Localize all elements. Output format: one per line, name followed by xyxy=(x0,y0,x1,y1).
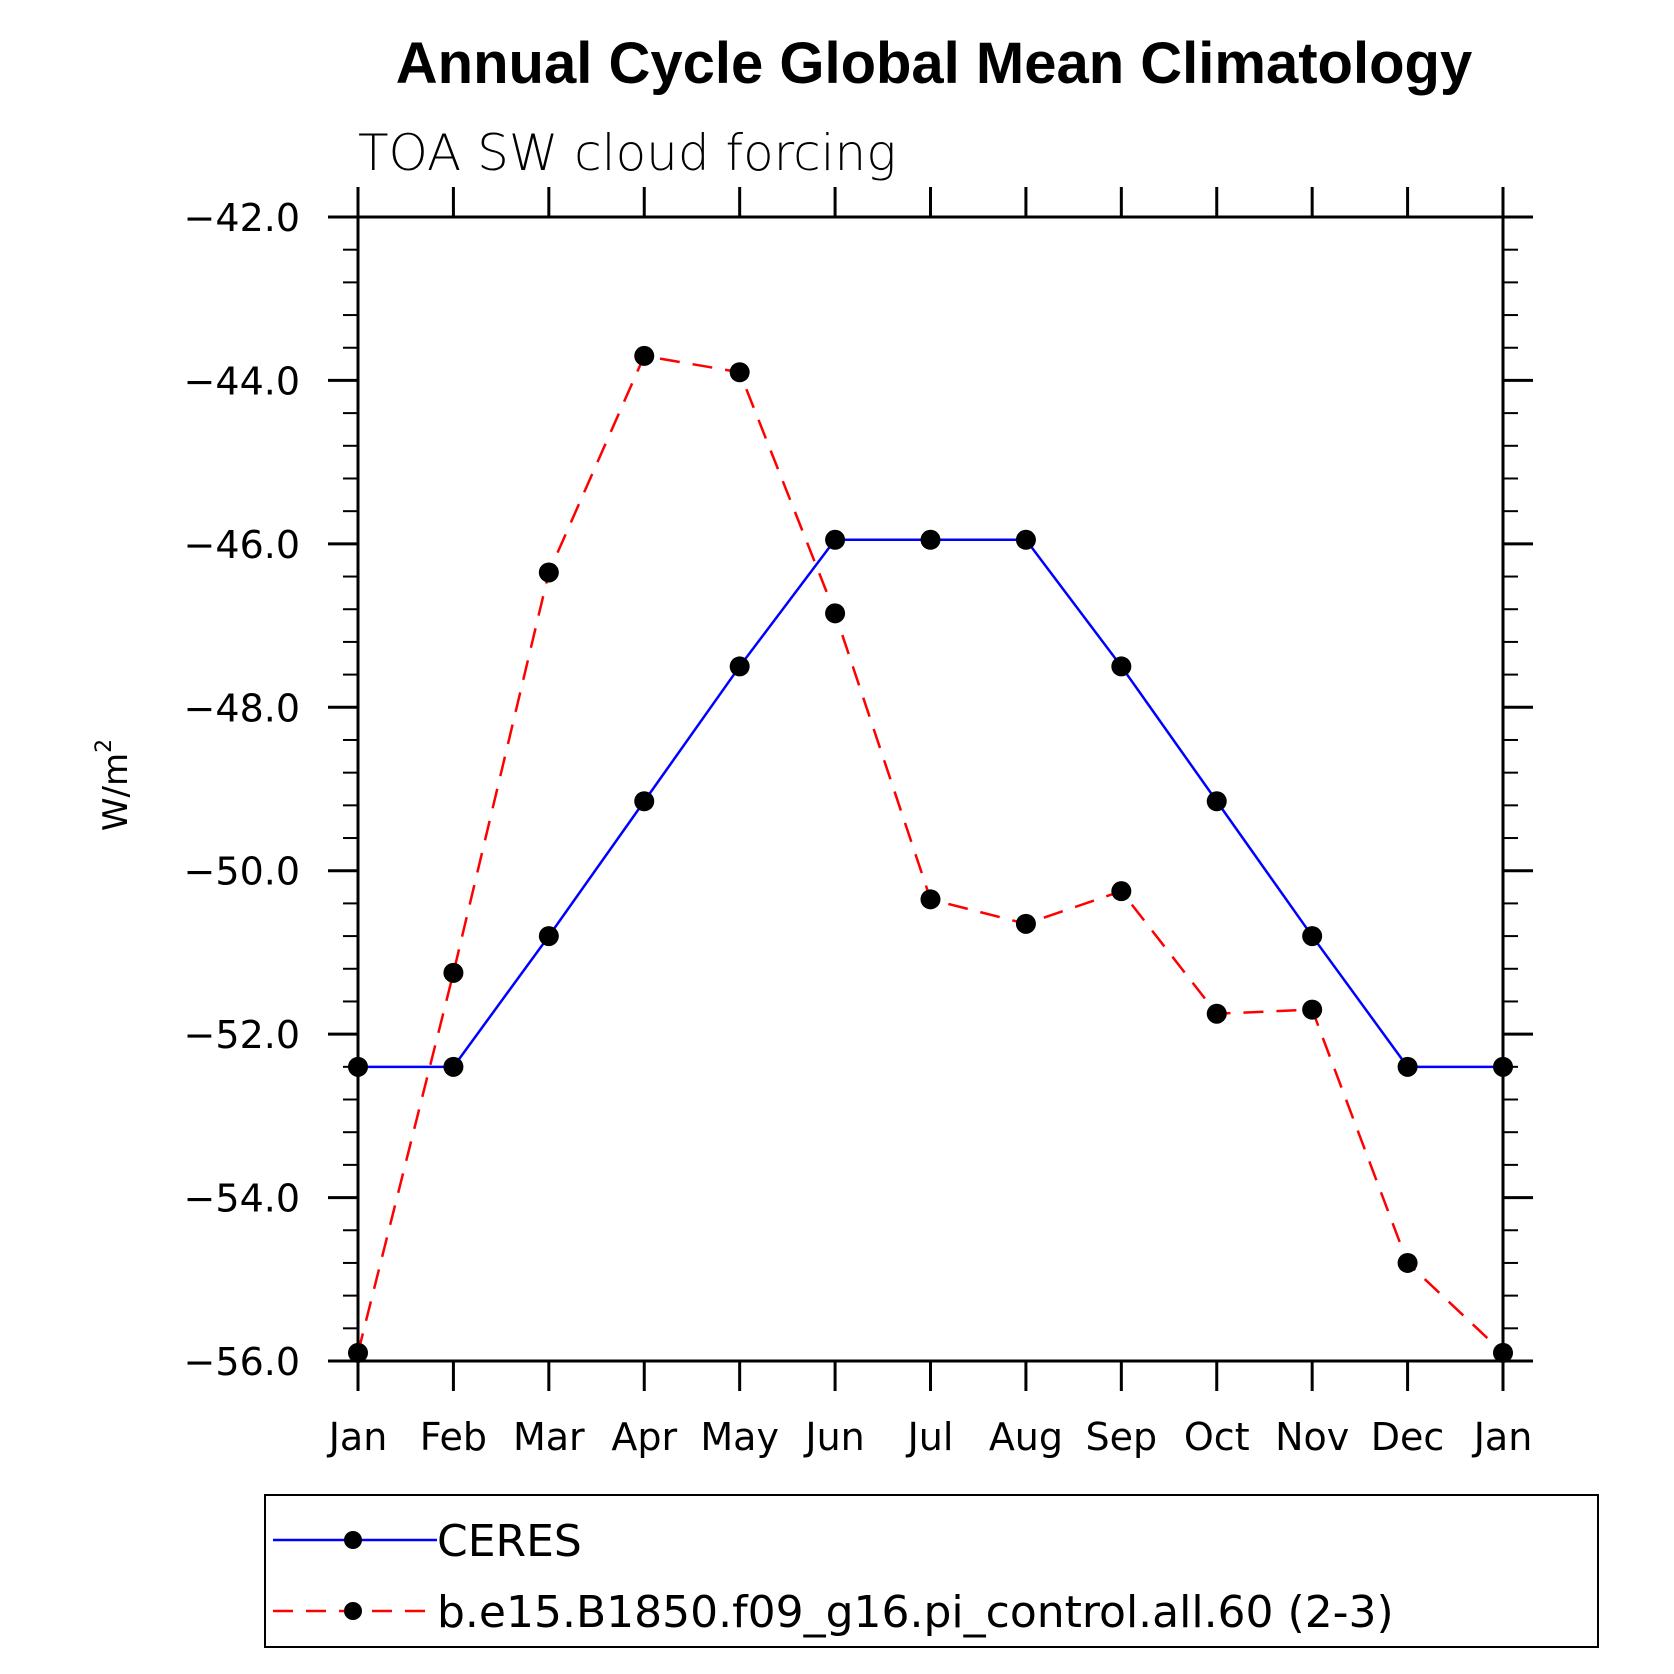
series-0-point xyxy=(1397,1056,1418,1077)
x-tick-label: Jan xyxy=(327,1415,388,1459)
series-0-point xyxy=(634,791,655,812)
series-1-point xyxy=(920,889,941,910)
x-tick-label: Jun xyxy=(803,1415,864,1459)
x-tick-label: Mar xyxy=(513,1415,585,1459)
x-tick-label: Dec xyxy=(1371,1415,1445,1459)
chart-title: Annual Cycle Global Mean Climatology xyxy=(396,31,1472,96)
x-tick-labels: Jan Feb Mar Apr May Jun Jul Aug Sep Oct Nov Dec Jan xyxy=(327,1415,1533,1459)
series-1-point xyxy=(538,562,559,583)
series-line-0 xyxy=(358,538,1503,1069)
y-tick-label: −44.0 xyxy=(184,359,300,403)
series-0-point xyxy=(1493,1056,1513,1077)
series-1-point xyxy=(1206,1003,1227,1024)
series-0-point xyxy=(538,926,559,947)
series-line-1 xyxy=(356,354,1504,1354)
series-0-point xyxy=(1111,656,1132,677)
y-tick-label: −56.0 xyxy=(184,1340,300,1384)
series-1-point xyxy=(1397,1252,1418,1273)
legend: CERES b.e15.B1850.f09_g16.pi_control.all… xyxy=(264,1494,1599,1648)
x-tick-label: Oct xyxy=(1184,1415,1250,1459)
x-tick-label: Sep xyxy=(1086,1415,1158,1459)
series-0-point xyxy=(1206,791,1227,812)
series-1-point xyxy=(825,603,846,624)
y-tick-labels: −42.0 −44.0 −46.0 −48.0 −50.0 −52.0 −54.0 −56.0 xyxy=(184,196,300,1384)
series-1-point xyxy=(443,962,464,983)
series-1-point xyxy=(634,345,655,366)
x-tick-label: Nov xyxy=(1275,1415,1349,1459)
series-0-point xyxy=(443,1056,464,1077)
svg-text:W/m2: W/m2 xyxy=(92,739,136,831)
series-layer xyxy=(348,345,1513,1363)
series-0-point xyxy=(348,1056,368,1077)
series-1-point xyxy=(1111,881,1132,902)
y-tick-label: −54.0 xyxy=(184,1177,300,1221)
x-tick-label: Jul xyxy=(906,1415,954,1459)
series-0-point xyxy=(729,656,750,677)
plot-frame xyxy=(356,215,1505,1363)
x-tick-label: Apr xyxy=(611,1415,677,1459)
y-tick-label: −48.0 xyxy=(184,686,300,730)
x-tick-label: Feb xyxy=(420,1415,487,1459)
x-tick-label: May xyxy=(700,1415,779,1459)
series-0-point xyxy=(1302,926,1323,947)
y-axis-label-text: W/m xyxy=(96,753,136,831)
legend-label-ceres: CERES xyxy=(437,1516,582,1567)
legend-marker-ceres xyxy=(344,1531,362,1549)
series-1-point xyxy=(348,1342,368,1363)
series-0-point xyxy=(1015,529,1036,550)
legend-box xyxy=(264,1494,1599,1648)
series-0-point xyxy=(825,529,846,550)
series-0-point xyxy=(920,529,941,550)
legend-marker-model xyxy=(344,1602,362,1620)
series-1-point xyxy=(1493,1342,1513,1363)
y-tick-label: −46.0 xyxy=(184,523,300,567)
chart-subtitle: TOA SW cloud forcing xyxy=(358,124,896,182)
y-tick-label: −52.0 xyxy=(184,1013,300,1057)
series-1-point xyxy=(1302,999,1323,1020)
x-tick-label: Aug xyxy=(989,1415,1063,1459)
x-tick-label: Jan xyxy=(1472,1415,1533,1459)
y-axis-label-superscript: 2 xyxy=(92,739,117,753)
legend-label-model: b.e15.B1850.f09_g16.pi_control.all.60 (2… xyxy=(437,1587,1394,1638)
y-tick-label: −50.0 xyxy=(184,850,300,894)
y-tick-label: −42.0 xyxy=(184,196,300,240)
series-1-point xyxy=(729,362,750,383)
series-1-point xyxy=(1015,913,1036,934)
axis-ticks xyxy=(328,187,1533,1391)
y-axis-label: W/m2 xyxy=(92,739,136,831)
